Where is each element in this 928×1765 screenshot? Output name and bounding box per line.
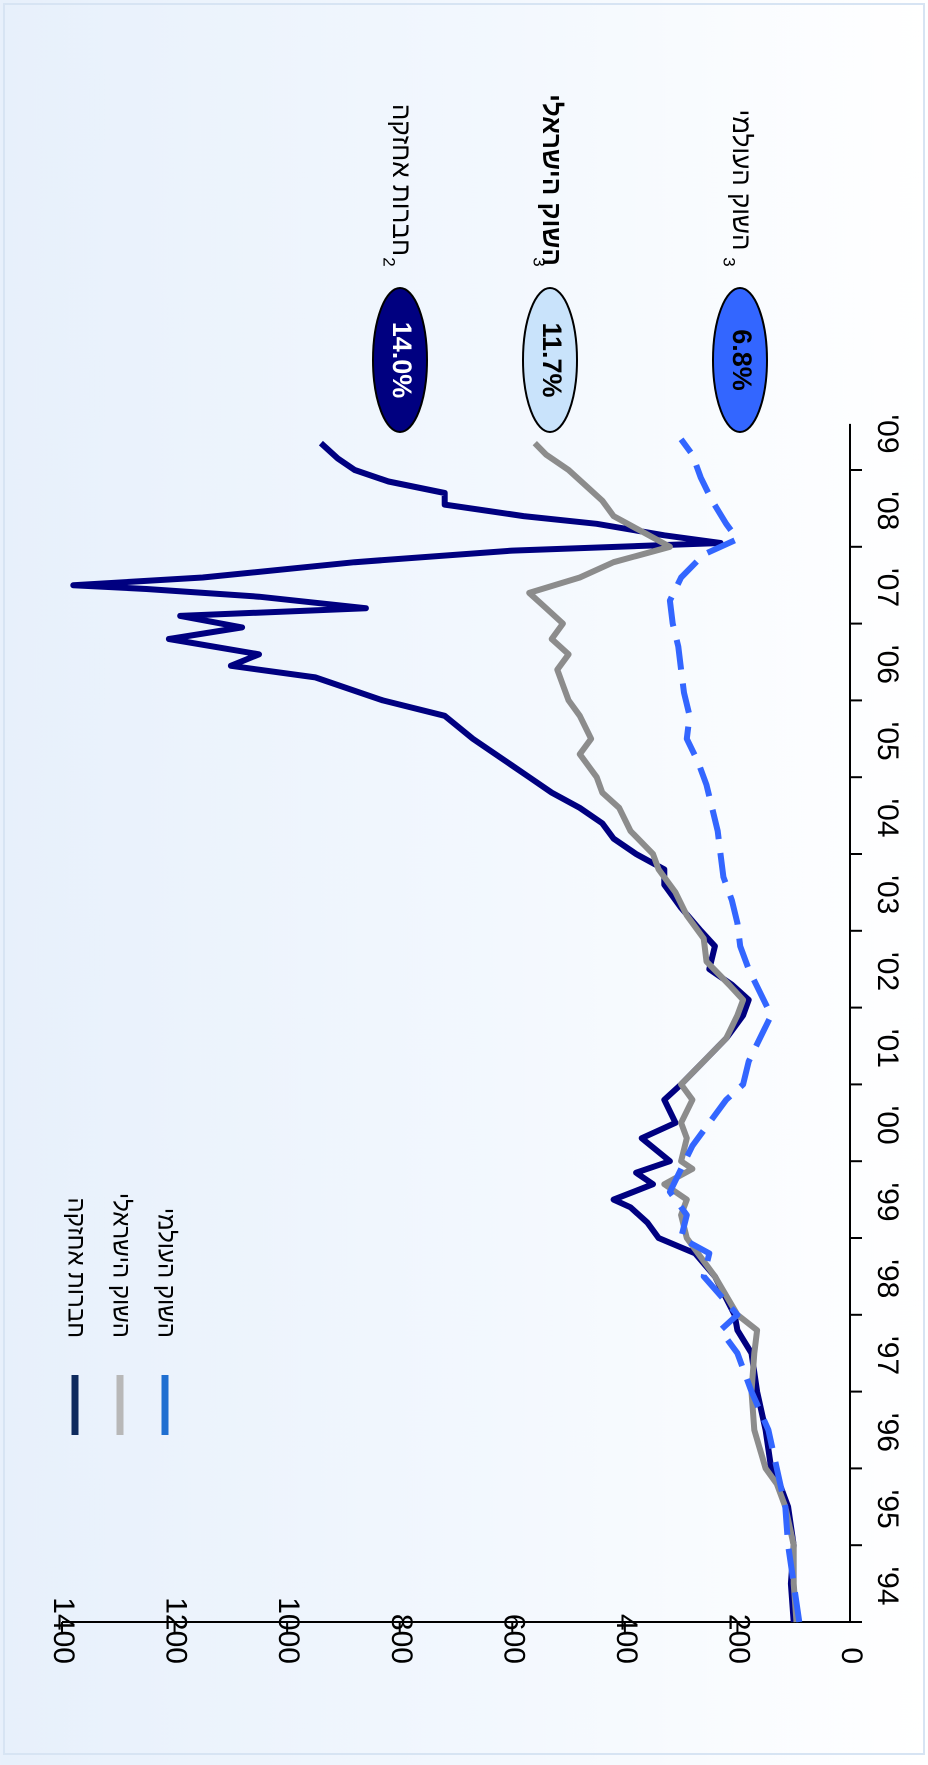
- end-value-label: 11.7%: [537, 322, 567, 397]
- time-tick-label: '02: [871, 952, 904, 991]
- time-tick-label: '04: [871, 798, 904, 837]
- end-value-label: 6.8%: [727, 329, 757, 391]
- value-tick-label: 1000: [272, 1597, 305, 1664]
- value-tick-label: 0: [835, 1647, 868, 1664]
- end-series-name: השוק העולמי: [727, 109, 757, 250]
- time-tick-label: '99: [871, 1182, 904, 1221]
- value-tick-label: 200: [723, 1614, 756, 1664]
- time-tick-label: '08: [871, 491, 904, 530]
- time-tick-label: '05: [871, 722, 904, 761]
- time-tick-label: '96: [871, 1413, 904, 1452]
- time-tick-label: '03: [871, 875, 904, 914]
- legend-label: חברות אחזקה: [63, 1198, 90, 1338]
- time-tick-label: '00: [871, 1106, 904, 1145]
- value-tick-label: 1400: [47, 1597, 80, 1664]
- time-tick-label: '95: [871, 1490, 904, 1529]
- time-tick-label: '94: [871, 1566, 904, 1605]
- series-line: [526, 440, 800, 1623]
- legend-label: השוק הישראלי: [108, 1193, 135, 1338]
- legend-label: השוק העולמי: [153, 1208, 180, 1338]
- series-line: [666, 437, 803, 1623]
- time-tick-label: '97: [871, 1336, 904, 1375]
- end-value-bubble: [522, 287, 578, 433]
- time-tick-label: '09: [871, 414, 904, 453]
- time-tick-label: '07: [871, 568, 904, 607]
- time-tick-label: '01: [871, 1029, 904, 1068]
- value-tick-label: 400: [610, 1614, 643, 1664]
- end-value-label: 14.0%: [387, 322, 417, 399]
- value-tick-label: 600: [497, 1614, 530, 1664]
- end-series-footnote: 3: [720, 257, 739, 266]
- end-series-footnote: 2: [380, 257, 399, 266]
- end-series-name: השוק הישראלי: [537, 94, 567, 266]
- end-series-name: חברות אחזקה: [387, 104, 417, 256]
- series-line: [70, 440, 797, 1623]
- value-tick-label: 800: [385, 1614, 418, 1664]
- value-tick-label: 1200: [160, 1597, 193, 1664]
- end-value-bubble: [372, 287, 428, 433]
- end-value-bubble: [712, 287, 768, 433]
- end-series-footnote: 3: [530, 257, 549, 266]
- time-tick-label: '98: [871, 1259, 904, 1298]
- time-tick-label: '06: [871, 645, 904, 684]
